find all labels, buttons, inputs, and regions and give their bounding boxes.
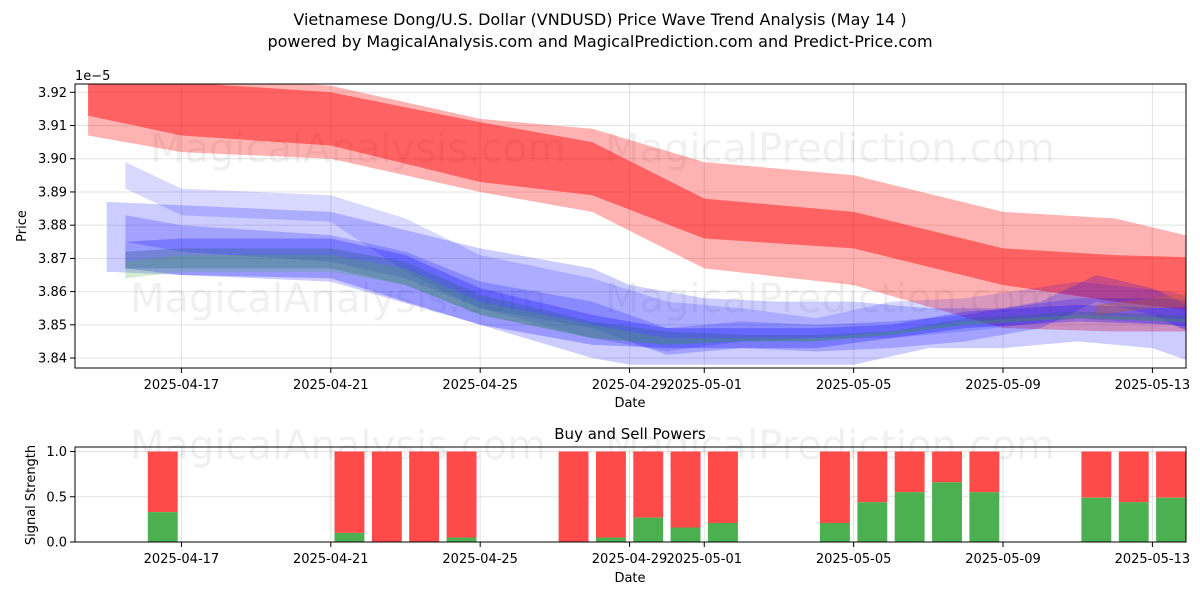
signal-x-tick-label-6: 2025-05-09: [965, 552, 1041, 567]
price-y-ticks: 3.84 3.85 3.86 3.87 3.88 3.89 3.90 3.91 3.92: [38, 86, 75, 367]
wave-band-8: [1096, 292, 1186, 315]
buy-bar-10: [820, 523, 850, 542]
price-y-tick-label-8: 3.92: [38, 86, 67, 101]
signal-plot-frame: [74, 446, 1187, 543]
price-x-tick-label-7: 2025-05-13: [1115, 378, 1191, 393]
wave-band-4: [125, 215, 1186, 355]
sell-bar-10: [820, 451, 850, 523]
sell-bar-8: [670, 451, 701, 528]
buy-bar-16: [1118, 502, 1149, 542]
price-y-tick-label-0: 3.84: [38, 352, 67, 367]
watermark-analysis-mid: MagicalAnalysis.com: [130, 276, 546, 322]
sell-bar-3: [409, 451, 440, 542]
signal-x-axis-label: Date: [614, 571, 645, 586]
sell-bar-2: [371, 451, 402, 542]
price-x-tick-label-3: 2025-04-29: [592, 378, 668, 393]
signal-chart-title: Buy and Sell Powers: [554, 425, 706, 443]
signal-y-tick-label-2: 1.0: [46, 445, 67, 460]
sell-bar-6: [596, 451, 626, 538]
wave-band-2: [125, 162, 1186, 352]
price-scale-label: 1e−5: [75, 69, 110, 84]
sell-bar-9: [708, 451, 738, 523]
signal-plot-area: [75, 447, 1186, 542]
price-x-tick-label-2: 2025-04-25: [442, 378, 518, 393]
sell-bar-4: [446, 451, 477, 538]
signal-x-tick-label-2: 2025-04-25: [442, 552, 518, 567]
buy-bar-0: [147, 512, 178, 542]
signal-x-tick-label-5: 2025-05-05: [816, 552, 892, 567]
sell-bar-13: [932, 451, 962, 483]
price-x-tick-label-0: 2025-04-17: [144, 378, 220, 393]
chart-title-line1: Vietnamese Dong/U.S. Dollar (VNDUSD) Pri…: [293, 10, 906, 29]
buy-bar-7: [633, 517, 664, 542]
signal-x-tick-label-4: 2025-05-01: [666, 552, 742, 567]
price-grid: [75, 84, 1186, 368]
sell-bar-14: [969, 451, 1000, 493]
signal-x-tick-label-3: 2025-04-29: [592, 552, 668, 567]
price-y-tick-label-5: 3.89: [38, 185, 67, 200]
wave-band-6: [125, 248, 1186, 345]
wave-band-7: [125, 255, 1186, 345]
buy-bar-17: [1156, 497, 1186, 542]
price-plot-frame: [74, 83, 1187, 369]
price-panel: MagicalAnalysis.com MagicalPrediction.co…: [15, 69, 1191, 411]
signal-x-ticks: 2025-04-17 2025-04-21 2025-04-25 2025-04-29…: [144, 542, 1191, 567]
price-y-tick-label-6: 3.90: [38, 152, 67, 167]
buy-bar-11: [857, 502, 888, 542]
sell-bar-11: [857, 451, 888, 503]
wave-bands: [88, 84, 1186, 365]
buy-bar-4: [446, 537, 477, 542]
price-y-tick-label-4: 3.88: [38, 219, 67, 234]
wave-band-1: [88, 84, 1186, 311]
wave-band-3: [106, 201, 1186, 365]
wave-band-0: [88, 84, 1186, 332]
sell-bar-7: [633, 451, 664, 518]
signal-y-tick-label-0: 0.0: [46, 536, 67, 551]
buy-bar-15: [1081, 497, 1112, 542]
price-y-tick-label-7: 3.91: [38, 119, 67, 134]
signal-x-tick-label-0: 2025-04-17: [144, 552, 220, 567]
buy-bar-12: [894, 492, 925, 542]
watermark-analysis-top: MagicalAnalysis.com: [150, 126, 566, 172]
chart-title-line2: powered by MagicalAnalysis.com and Magic…: [267, 32, 932, 51]
wave-band-5: [125, 238, 1186, 349]
buy-bar-9: [708, 523, 738, 542]
signal-panel: Buy and Sell Powers MagicalAnalysis.com …: [24, 423, 1190, 586]
signal-bars: [147, 451, 1186, 542]
sell-bar-17: [1156, 451, 1186, 498]
buy-bar-13: [932, 482, 962, 542]
signal-x-tick-label-1: 2025-04-21: [293, 552, 369, 567]
sell-bar-1: [334, 451, 365, 533]
signal-y-ticks: 0.0 0.5 1.0: [46, 445, 75, 551]
buy-bar-14: [969, 492, 1000, 542]
price-x-axis-label: Date: [614, 396, 645, 411]
price-x-tick-label-1: 2025-04-21: [293, 378, 369, 393]
sell-bar-0: [147, 451, 178, 513]
price-y-tick-label-2: 3.86: [38, 285, 67, 300]
price-x-tick-label-4: 2025-05-01: [666, 378, 742, 393]
buy-bar-1: [334, 533, 365, 542]
price-plot-area: [75, 84, 1186, 368]
price-y-tick-label-1: 3.85: [38, 318, 67, 333]
sell-bar-16: [1118, 451, 1149, 503]
signal-x-tick-label-7: 2025-05-13: [1115, 552, 1191, 567]
buy-bar-8: [670, 527, 701, 542]
price-y-tick-label-3: 3.87: [38, 252, 67, 267]
price-y-axis-label: Price: [15, 210, 30, 242]
signal-y-axis-label: Signal Strength: [24, 445, 39, 545]
price-x-tick-label-6: 2025-05-09: [965, 378, 1041, 393]
watermark-prediction-mid: MagicalPrediction.com: [605, 276, 1055, 322]
sell-bar-12: [894, 451, 925, 493]
buy-bar-6: [596, 537, 626, 542]
sell-bar-15: [1081, 451, 1112, 498]
sell-bar-5: [558, 451, 589, 542]
watermark-prediction-top: MagicalPrediction.com: [605, 126, 1055, 172]
price-x-tick-label-5: 2025-05-05: [816, 378, 892, 393]
price-x-ticks: 2025-04-17 2025-04-21 2025-04-25 2025-04-29…: [144, 368, 1191, 393]
signal-y-tick-label-1: 0.5: [46, 490, 67, 505]
